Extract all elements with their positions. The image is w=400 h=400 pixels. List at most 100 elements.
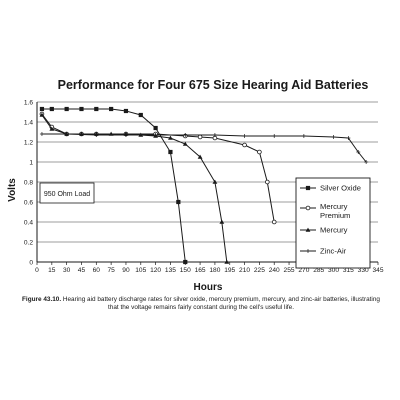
data-point-mercury-premium: [264, 179, 270, 185]
x-tick-label: 30: [63, 267, 71, 274]
data-point-mercury: [182, 141, 188, 146]
data-point-silver-oxide: [176, 199, 181, 205]
x-tick-label: 120: [150, 267, 161, 274]
data-point-mercury: [168, 135, 173, 140]
data-point-zinc-air: [183, 133, 188, 137]
legend-marker-zinc-air: [306, 249, 310, 253]
series-line-mercury-premium: [41, 113, 275, 223]
data-point-zinc-air: [301, 134, 306, 138]
data-point-mercury-premium: [197, 134, 203, 140]
x-tick-label: 300: [328, 267, 339, 274]
x-tick-label: 60: [93, 267, 101, 274]
data-point-silver-oxide: [123, 108, 129, 114]
discharge-chart: Performance for Four 675 Size Hearing Ai…: [7, 78, 384, 293]
y-tick-label: 1.6: [24, 99, 33, 106]
annotation-text: 950 Ohm Load: [44, 191, 90, 198]
data-point-silver-oxide: [64, 106, 69, 112]
y-tick-label: 0: [29, 259, 33, 266]
legend-item-zinc-air: Zinc-Air: [300, 247, 347, 256]
series-silver-oxide: [39, 106, 188, 265]
x-tick-label: 270: [298, 267, 309, 274]
series-lines: [39, 106, 369, 265]
load-annotation: 950 Ohm Load: [39, 182, 95, 204]
data-point-zinc-air: [64, 132, 69, 136]
x-tick-label: 345: [372, 267, 383, 274]
x-tick-label: 255: [284, 267, 295, 274]
data-point-zinc-air: [153, 133, 158, 137]
caption-text: Hearing aid battery discharge rates for …: [62, 296, 380, 312]
y-tick-label: 0.2: [24, 239, 33, 246]
series-zinc-air: [39, 132, 369, 164]
y-tick-label: 1.2: [24, 139, 33, 146]
y-tick-label: 0.4: [24, 219, 33, 226]
legend-label: Silver Oxide: [320, 184, 361, 193]
y-axis-title: Volts: [7, 178, 18, 202]
data-point-zinc-air: [272, 134, 277, 138]
data-point-silver-oxide: [39, 106, 45, 112]
legend-label-line2: Premium: [320, 211, 350, 220]
data-point-zinc-air: [123, 133, 128, 137]
x-tick-label: 45: [78, 267, 86, 274]
legend-label: Zinc-Air: [320, 247, 347, 256]
data-point-silver-oxide: [94, 106, 99, 112]
figure-caption: Figure 43.10. Hearing aid battery discha…: [16, 296, 386, 313]
x-tick-label: 195: [224, 267, 235, 274]
data-point-silver-oxide: [168, 149, 173, 155]
data-point-zinc-air: [331, 135, 336, 139]
data-point-mercury: [197, 154, 203, 159]
x-tick-label: 330: [358, 267, 369, 274]
data-point-mercury-premium: [271, 219, 277, 225]
y-tick-label: 1: [29, 159, 33, 166]
x-tick-label: 105: [135, 267, 146, 274]
x-tick-label: 75: [107, 267, 115, 274]
y-tick-label: 0.8: [24, 179, 33, 186]
chart-title: Performance for Four 675 Size Hearing Ai…: [58, 78, 369, 92]
y-tick-label: 0.6: [24, 199, 33, 206]
annotation-box: [39, 182, 95, 204]
legend-marker-silver-oxide: [305, 185, 311, 191]
x-tick-label: 0: [35, 267, 39, 274]
x-tick-label: 240: [269, 267, 280, 274]
data-point-silver-oxide: [49, 106, 54, 112]
data-point-silver-oxide: [79, 106, 84, 112]
data-point-silver-oxide: [109, 106, 114, 112]
legend-item-mercury: Mercury: [300, 226, 348, 235]
legend-marker-mercury: [305, 227, 311, 232]
data-point-mercury: [39, 112, 45, 117]
data-point-mercury-premium: [257, 149, 262, 155]
data-point-silver-oxide: [153, 125, 158, 131]
y-tick-label: 1.4: [24, 119, 33, 126]
x-tick-label: 315: [343, 267, 354, 274]
data-point-zinc-air: [356, 150, 361, 154]
caption-label: Figure 43.10.: [22, 296, 62, 303]
legend: Silver OxideMercuryPremiumMercuryZinc-Ai…: [295, 177, 371, 269]
data-point-zinc-air: [94, 133, 99, 137]
data-point-zinc-air: [39, 132, 44, 136]
legend-marker-mercury-premium: [305, 205, 311, 211]
x-tick-label: 135: [165, 267, 176, 274]
data-point-mercury: [224, 259, 230, 264]
legend-label: Mercury: [320, 202, 348, 211]
x-tick-label: 180: [209, 267, 220, 274]
series-line-zinc-air: [41, 133, 367, 163]
x-tick-label: 165: [195, 267, 206, 274]
x-tick-label: 210: [239, 267, 250, 274]
x-tick-label: 150: [180, 267, 191, 274]
x-tick-label: 225: [254, 267, 265, 274]
series-mercury-premium: [39, 111, 277, 225]
data-point-mercury-premium: [242, 142, 247, 148]
tick-labels: 0 0.2 0.4 0.6 0.8 1 1.2 1.4 1.6 0 15 30 45 60 75 90 105 1…: [24, 99, 384, 274]
x-tick-label: 15: [48, 267, 56, 274]
data-point-mercury: [49, 126, 55, 131]
legend-label: Mercury: [320, 226, 348, 235]
legend-item-silver-oxide: Silver Oxide: [300, 184, 361, 193]
data-point-silver-oxide: [138, 112, 143, 118]
data-point-zinc-air: [346, 136, 351, 140]
x-axis-title: Hours: [194, 282, 223, 290]
data-point-zinc-air: [242, 134, 247, 138]
data-point-zinc-air: [364, 160, 369, 164]
x-tick-label: 90: [122, 267, 130, 274]
data-point-silver-oxide: [183, 259, 188, 265]
